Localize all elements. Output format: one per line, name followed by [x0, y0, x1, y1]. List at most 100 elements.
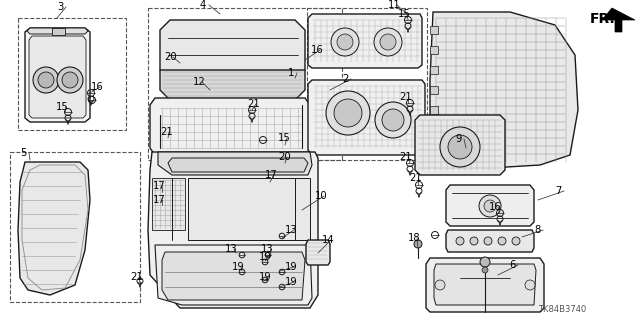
Circle shape — [380, 34, 396, 50]
Polygon shape — [430, 126, 438, 134]
Circle shape — [62, 72, 78, 88]
Text: 19: 19 — [232, 262, 244, 272]
Text: 17: 17 — [265, 170, 278, 180]
Circle shape — [484, 200, 496, 212]
Text: 17: 17 — [153, 181, 166, 191]
Polygon shape — [160, 70, 305, 100]
Text: 19: 19 — [285, 262, 298, 272]
Text: 5: 5 — [20, 148, 26, 158]
Bar — [307, 8, 427, 160]
Text: 13: 13 — [261, 244, 274, 254]
Polygon shape — [168, 158, 308, 172]
Text: 21: 21 — [247, 99, 260, 109]
Bar — [148, 8, 342, 160]
Circle shape — [375, 102, 411, 138]
Text: 10: 10 — [315, 191, 328, 201]
Circle shape — [38, 72, 54, 88]
Text: 20: 20 — [164, 52, 177, 62]
Text: 18: 18 — [408, 233, 420, 243]
Polygon shape — [52, 28, 65, 35]
Polygon shape — [430, 86, 438, 94]
Polygon shape — [415, 115, 505, 175]
Circle shape — [435, 280, 445, 290]
Text: 3: 3 — [57, 2, 63, 12]
Text: 8: 8 — [534, 225, 540, 235]
Text: 21: 21 — [160, 127, 173, 137]
Polygon shape — [25, 28, 90, 122]
Polygon shape — [188, 178, 310, 240]
Text: 14: 14 — [322, 235, 335, 245]
Text: 19: 19 — [259, 272, 272, 282]
Text: FR.: FR. — [590, 12, 616, 26]
Text: 16: 16 — [489, 202, 502, 212]
Bar — [18, 18, 126, 130]
Text: 13: 13 — [285, 225, 298, 235]
Circle shape — [456, 237, 464, 245]
Polygon shape — [158, 152, 312, 175]
Text: 15: 15 — [278, 133, 291, 143]
Circle shape — [382, 109, 404, 131]
Circle shape — [334, 99, 362, 127]
Text: 15: 15 — [56, 102, 68, 112]
Text: 6: 6 — [509, 260, 515, 270]
Circle shape — [498, 237, 506, 245]
Circle shape — [470, 237, 478, 245]
Text: 21: 21 — [130, 272, 143, 282]
Polygon shape — [308, 14, 422, 68]
Polygon shape — [150, 98, 310, 155]
Circle shape — [480, 257, 490, 267]
Circle shape — [414, 240, 422, 248]
Polygon shape — [434, 264, 536, 305]
Circle shape — [326, 91, 370, 135]
Polygon shape — [155, 245, 312, 305]
Text: 17: 17 — [153, 195, 166, 205]
Circle shape — [512, 237, 520, 245]
Text: 15: 15 — [398, 9, 411, 19]
Circle shape — [331, 28, 359, 56]
Polygon shape — [426, 258, 544, 312]
Circle shape — [440, 127, 480, 167]
Text: 21: 21 — [399, 152, 412, 162]
Text: 11: 11 — [388, 0, 401, 10]
Polygon shape — [162, 252, 305, 300]
Circle shape — [525, 280, 535, 290]
Polygon shape — [152, 178, 185, 230]
Bar — [10, 152, 140, 302]
Polygon shape — [602, 8, 635, 32]
Text: TK84B3740: TK84B3740 — [538, 306, 586, 315]
Polygon shape — [308, 80, 425, 155]
Polygon shape — [430, 144, 438, 152]
Circle shape — [374, 28, 402, 56]
Text: 21: 21 — [399, 92, 412, 102]
Text: 12: 12 — [193, 77, 205, 87]
Polygon shape — [306, 240, 330, 265]
Text: 2: 2 — [342, 74, 348, 84]
Polygon shape — [430, 12, 578, 168]
Text: 13: 13 — [225, 244, 237, 254]
Polygon shape — [18, 162, 90, 295]
Polygon shape — [446, 185, 534, 226]
Text: 19: 19 — [259, 252, 272, 262]
Polygon shape — [430, 26, 438, 34]
Circle shape — [448, 135, 472, 159]
Circle shape — [479, 195, 501, 217]
Circle shape — [33, 67, 59, 93]
Text: 1: 1 — [288, 68, 294, 78]
Text: 16: 16 — [91, 82, 104, 92]
Text: 21: 21 — [409, 173, 422, 183]
Polygon shape — [148, 152, 318, 308]
Text: 7: 7 — [555, 186, 561, 196]
Polygon shape — [29, 36, 86, 118]
Text: 4: 4 — [200, 0, 206, 10]
Circle shape — [484, 237, 492, 245]
Circle shape — [57, 67, 83, 93]
Polygon shape — [430, 46, 438, 54]
Polygon shape — [446, 230, 534, 252]
Text: 20: 20 — [278, 152, 291, 162]
Polygon shape — [27, 28, 88, 34]
Polygon shape — [455, 120, 500, 162]
Text: 9: 9 — [455, 134, 461, 144]
Polygon shape — [430, 106, 438, 114]
Text: 19: 19 — [285, 277, 298, 287]
Text: 16: 16 — [311, 45, 324, 55]
